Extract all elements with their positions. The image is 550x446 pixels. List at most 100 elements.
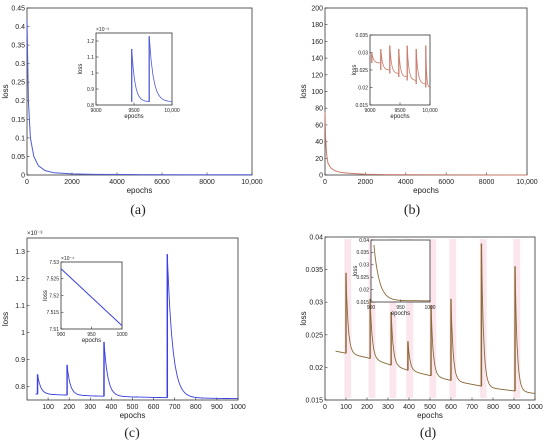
- y-axis-label: loss: [299, 311, 308, 325]
- inset-loss-curve: [60, 268, 123, 327]
- x-axis-label: epochs: [127, 186, 153, 195]
- inset-y-tick-label: 7.51: [49, 327, 59, 333]
- main-x-tick-label: 900: [211, 404, 223, 411]
- inset-loss-curve: [373, 244, 430, 302]
- inset-y-tick-label: 0.02: [359, 287, 369, 293]
- main-x-tick-label: 10,000: [516, 179, 538, 186]
- main-y-tick-label: 0.15: [11, 117, 25, 124]
- main-y-tick-label: 0.02: [309, 365, 323, 372]
- inset-x-tick-label: 950: [396, 305, 405, 311]
- inset-y-tick-label: 0.015: [356, 300, 369, 306]
- x-axis-label: epochs: [417, 411, 443, 420]
- inset-y-tick-label: 7.525: [46, 277, 59, 283]
- inset-x-tick-label: 1000: [116, 332, 127, 338]
- main-x-tick-label: 500: [127, 404, 139, 411]
- main-y-tick-label: 0.35: [11, 43, 25, 50]
- inset-y-tick-label: 0.04: [359, 238, 369, 244]
- main-x-tick-label: 8000: [199, 179, 215, 186]
- main-y-tick-label: 0.2: [15, 98, 25, 105]
- loss-curve: [35, 254, 238, 400]
- spike-shade-band: [513, 239, 521, 398]
- main-y-tick-label: 20: [315, 156, 323, 163]
- inset-x-tick-label: 950: [87, 332, 96, 338]
- panel-label: (d): [420, 426, 437, 441]
- inset-y-tick-label: 7.515: [46, 310, 59, 316]
- inset-loss-curve: [131, 36, 173, 102]
- inset-y-exponent-label: ×10⁻³: [96, 27, 109, 33]
- main-y-tick-label: 200: [311, 5, 323, 12]
- loss-curve: [26, 19, 252, 176]
- main-y-tick-label: 0.8: [15, 384, 25, 391]
- main-x-tick-label: 2000: [64, 179, 80, 186]
- main-y-tick-label: 0.015: [305, 397, 323, 404]
- main-x-tick-label: 300: [84, 404, 96, 411]
- main-x-tick-label: 700: [169, 404, 181, 411]
- inset-y-tick-label: 0.015: [355, 103, 368, 109]
- main-x-tick-label: 400: [106, 404, 118, 411]
- main-y-tick-label: 0.25: [11, 80, 25, 87]
- inset-x-axis-label: epochs: [390, 114, 409, 120]
- main-y-tick-label: 0.9: [15, 357, 25, 364]
- inset-x-tick-label: 10,000: [164, 108, 180, 114]
- panel-label: (a): [130, 203, 146, 218]
- inset-x-tick-label: 9000: [364, 108, 375, 114]
- inset-loss-curve: [371, 45, 431, 88]
- main-x-tick-label: 800: [487, 404, 499, 411]
- main-y-tick-label: 0.4: [15, 24, 25, 31]
- inset-plot-frame: [369, 34, 431, 106]
- main-y-tick-label: 40: [315, 139, 323, 146]
- main-y-tick-label: 120: [311, 72, 323, 79]
- main-x-tick-label: 600: [148, 404, 160, 411]
- spike-shade-band: [449, 239, 457, 398]
- main-y-tick-label: 160: [311, 39, 323, 46]
- main-x-tick-label: 2000: [358, 179, 374, 186]
- inset-x-tick-label: 1000: [424, 305, 435, 311]
- main-x-tick-label: 800: [190, 404, 202, 411]
- main-x-tick-label: 0: [25, 179, 29, 186]
- x-axis-label: epochs: [120, 411, 146, 420]
- inset-plot: 900 950 1000 0.015 0.02 0.025 0.03 0.035 0.04 epo…: [353, 238, 436, 317]
- main-y-tick-label: 0.035: [305, 267, 323, 274]
- main-y-tick-label: 60: [315, 122, 323, 129]
- main-x-tick-label: 600: [445, 404, 457, 411]
- inset-y-axis-label: loss: [78, 64, 84, 75]
- spike-shade-band: [406, 239, 414, 398]
- spike-shade-band: [368, 239, 376, 398]
- inset-y-tick-label: 7.52: [49, 293, 59, 299]
- inset-y-tick-label: 0.035: [355, 33, 368, 39]
- inset-y-tick-label: 0.03: [358, 50, 368, 56]
- inset-y-tick-label: 0.025: [355, 68, 368, 74]
- main-x-tick-label: 100: [340, 404, 352, 411]
- inset-x-axis-label: epochs: [391, 311, 410, 317]
- inset-plot-frame: [95, 32, 173, 106]
- main-x-tick-label: 0: [323, 179, 327, 186]
- inset-x-tick-label: 9000: [90, 108, 101, 114]
- main-y-tick-label: 80: [315, 106, 323, 113]
- main-x-tick-label: 4000: [109, 179, 125, 186]
- main-y-tick-label: 100: [311, 89, 323, 96]
- inset-y-axis-label: loss: [352, 65, 358, 76]
- inset-y-tick-label: 7.53: [49, 260, 59, 266]
- main-y-tick-label: 0.3: [15, 61, 25, 68]
- spike-shade-band: [389, 239, 397, 398]
- main-x-tick-label: 6000: [438, 179, 454, 186]
- main-y-tick-label: 0: [21, 172, 25, 179]
- main-y-tick-label: 0.03: [309, 300, 323, 307]
- main-x-tick-label: 100: [42, 404, 54, 411]
- inset-y-exponent-label: ×10⁻⁴: [61, 256, 74, 262]
- inset-x-tick-label: 900: [57, 332, 66, 338]
- inset-plot: 9000 9500 10,000 0.8 0.9 1 1.1 1.2 epochs loss ×10…: [78, 27, 180, 120]
- main-y-tick-label: 140: [311, 56, 323, 63]
- main-x-tick-label: 500: [424, 404, 436, 411]
- inset-x-axis-label: epochs: [82, 338, 101, 344]
- y-axis-label: loss: [299, 84, 308, 98]
- main-y-tick-label: 0.05: [11, 154, 25, 161]
- main-y-tick-label: 0.025: [305, 332, 323, 339]
- y-axis-label: loss: [1, 312, 10, 326]
- inset-y-tick-label: 0.025: [356, 275, 369, 281]
- x-axis-label: epochs: [413, 186, 439, 195]
- main-x-tick-label: 400: [403, 404, 415, 411]
- inset-y-tick-label: 0.8: [87, 103, 94, 109]
- main-x-tick-label: 10,000: [241, 179, 263, 186]
